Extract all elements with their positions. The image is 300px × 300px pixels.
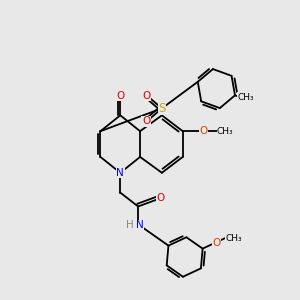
Text: O: O xyxy=(200,126,208,136)
Text: H: H xyxy=(126,220,134,230)
Text: O: O xyxy=(212,238,220,248)
Text: N: N xyxy=(116,168,124,178)
Text: CH₃: CH₃ xyxy=(217,127,234,136)
Text: O: O xyxy=(142,116,150,126)
Text: O: O xyxy=(157,193,165,202)
Text: CH₃: CH₃ xyxy=(226,234,242,243)
Text: O: O xyxy=(116,91,124,100)
Text: S: S xyxy=(158,102,166,115)
Text: N: N xyxy=(136,220,144,230)
Text: O: O xyxy=(142,91,150,100)
Text: CH₃: CH₃ xyxy=(238,93,254,102)
